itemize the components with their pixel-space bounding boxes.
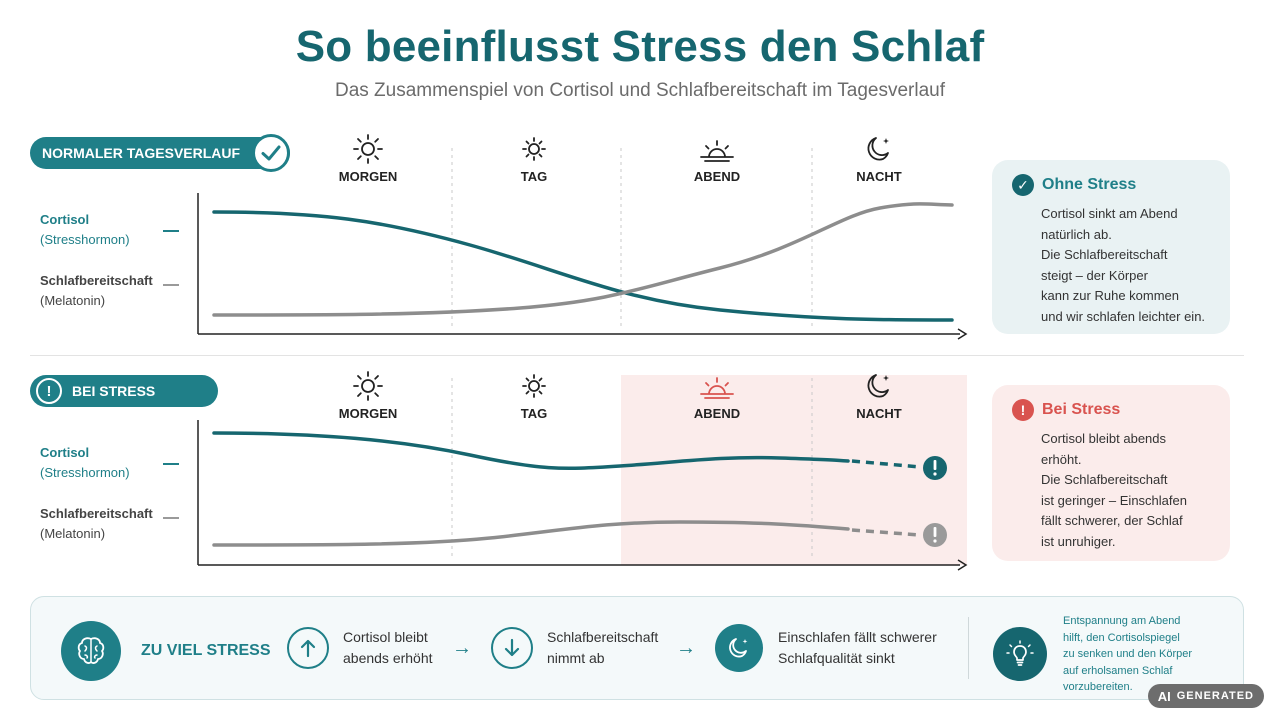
sunset-icon <box>700 377 734 399</box>
section-divider <box>30 355 1244 356</box>
arrow-down-icon <box>491 627 533 669</box>
ai-generated-badge: AI GENERATED <box>1147 684 1264 708</box>
sleep-label-stress: Schlafbereitschaft (Melatonin) <box>40 506 153 541</box>
cortisol-legend-dash <box>163 463 179 465</box>
stress-sleep-dashed <box>851 528 921 537</box>
normal-cortisol-curve <box>212 210 954 322</box>
period-night-stress: NACHT <box>824 370 934 421</box>
arrow-up-icon <box>287 627 329 669</box>
exclamation-circle-icon: ! <box>36 378 62 404</box>
small-sun-icon <box>522 374 546 398</box>
cortisol-label-normal: Cortisol (Stresshormon) <box>40 212 130 247</box>
period-morning-normal: MORGEN <box>313 133 423 184</box>
stress-card-header: ! Bei Stress <box>1012 399 1214 421</box>
sun-icon <box>353 371 383 401</box>
stress-pill: ! BEI STRESS <box>30 375 218 407</box>
summary-bar: ZU VIEL STRESS Cortisol bleibt abends er… <box>30 596 1244 700</box>
sunset-icon <box>700 140 734 162</box>
arrow-right-icon: → <box>676 637 696 659</box>
cortisol-warning-icon <box>923 456 947 480</box>
period-evening-stress: ABEND <box>662 370 772 421</box>
stress-cortisol-dashed <box>851 459 921 469</box>
no-stress-card-header: ✓ Ohne Stress <box>1012 174 1214 196</box>
summary-step-outcome: Einschlafen fällt schwerer Schlafqualitä… <box>715 624 937 672</box>
sun-icon <box>353 134 383 164</box>
summary-stress: ZU VIEL STRESS <box>61 621 271 681</box>
stress-card-text: Cortisol bleibt abends erhöht. Die Schla… <box>1041 431 1187 549</box>
period-night-normal: NACHT <box>824 133 934 184</box>
summary-tip-text: Entspannung am Abend hilft, den Cortisol… <box>1063 615 1193 693</box>
stress-card: ! Bei Stress Cortisol bleibt abends erhö… <box>992 385 1230 561</box>
summary-headline: ZU VIEL STRESS <box>141 642 271 659</box>
check-circle-icon: ✓ <box>1012 174 1034 196</box>
moon-stars-icon <box>867 137 889 161</box>
period-day-normal: TAG <box>479 133 589 184</box>
no-stress-card: ✓ Ohne Stress Cortisol sinkt am Abend na… <box>992 160 1230 334</box>
summary-tip: Entspannung am Abend hilft, den Cortisol… <box>993 613 1192 696</box>
arrow-right-icon: → <box>452 637 472 659</box>
cortisol-label-stress: Cortisol (Stresshormon) <box>40 445 130 480</box>
page-subtitle: Das Zusammenspiel von Cortisol und Schla… <box>334 80 946 101</box>
small-sun-icon <box>522 137 546 161</box>
stress-pill-label: BEI STRESS <box>72 383 156 399</box>
brain-icon <box>61 621 121 681</box>
normal-day-pill: NORMALER TAGESVERLAUF <box>30 134 290 172</box>
normal-x-axis-arrow <box>957 328 968 340</box>
stress-cortisol-curve <box>212 431 850 470</box>
sleep-warning-icon <box>923 523 947 547</box>
period-evening-normal: ABEND <box>662 133 772 184</box>
lightbulb-icon <box>993 627 1047 682</box>
sleep-label-normal: Schlafbereitschaft (Melatonin) <box>40 273 153 308</box>
sleep-legend-dash <box>163 284 179 286</box>
summary-step-cortisol: Cortisol bleibt abends erhöht <box>287 627 433 669</box>
moon-stars-icon <box>867 374 889 398</box>
sleep-legend-dash <box>163 517 179 519</box>
moon-icon <box>715 624 763 672</box>
summary-separator <box>968 617 969 679</box>
normal-day-pill-label: NORMALER TAGESVERLAUF <box>42 145 241 161</box>
page-title: So beeinflusst Stress den Schlaf <box>295 22 985 71</box>
normal-sleep-curve <box>212 202 954 317</box>
summary-step-sleep: Schlafbereitschaft nimmt ab <box>491 627 658 669</box>
cortisol-legend-dash <box>163 230 179 232</box>
stress-sleep-curve <box>212 520 850 547</box>
period-day-stress: TAG <box>479 370 589 421</box>
stress-x-axis-arrow <box>957 559 968 571</box>
period-morning-stress: MORGEN <box>313 370 423 421</box>
exclamation-circle-icon: ! <box>1012 399 1034 421</box>
check-icon <box>252 134 290 172</box>
no-stress-card-text: Cortisol sinkt am Abend natürlich ab. Di… <box>1041 206 1206 324</box>
